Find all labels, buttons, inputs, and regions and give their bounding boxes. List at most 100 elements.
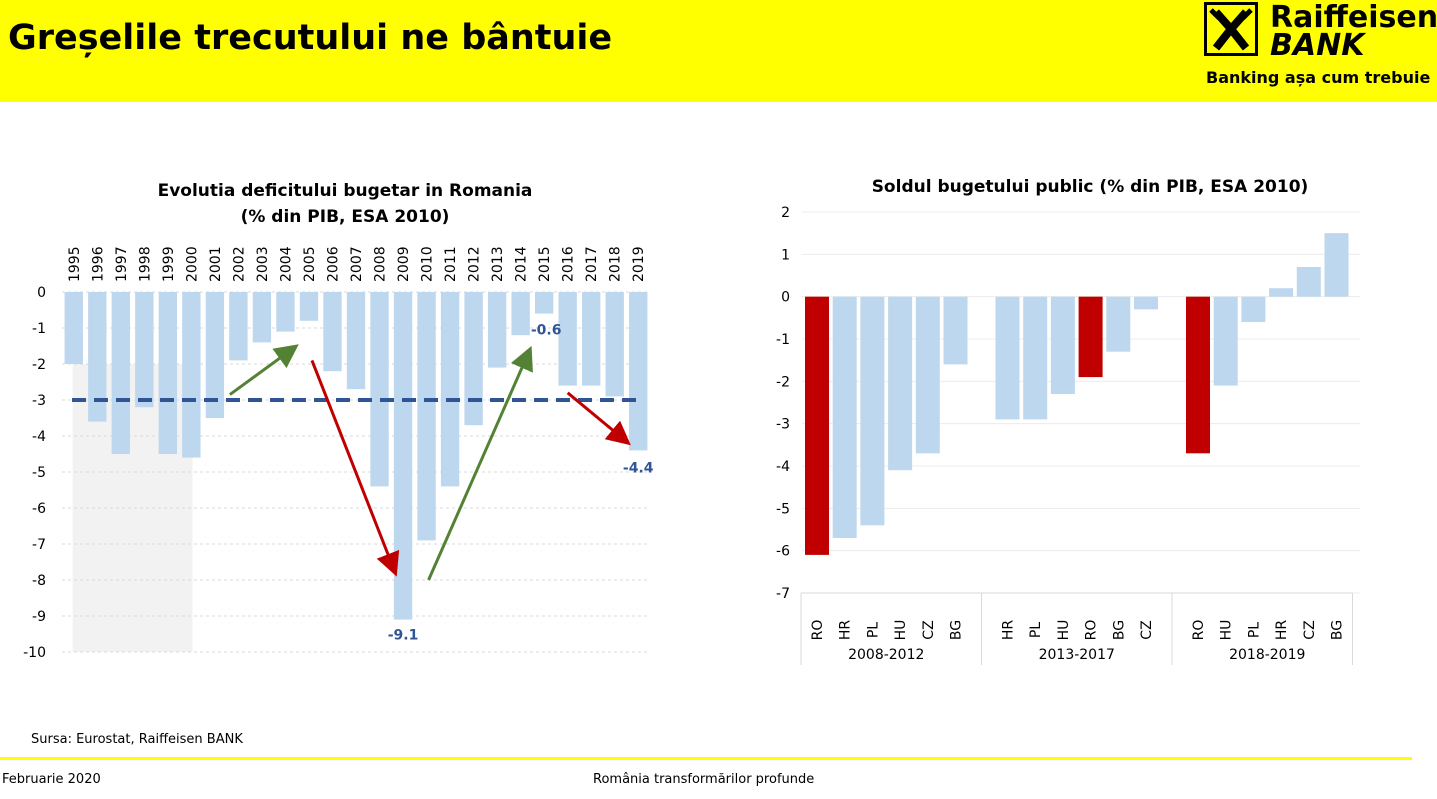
x-tick-label: 2010	[420, 246, 436, 282]
x-tick-label: HR	[838, 620, 854, 641]
bar-1998	[135, 292, 154, 408]
bar-2008-2012-BG	[943, 296, 968, 365]
chart1-subtitle: (% din PIB, ESA 2010)	[241, 207, 450, 227]
bar-2002	[229, 292, 248, 361]
bar-2019	[629, 292, 648, 451]
chart2-title: Soldul bugetului public (% din PIB, ESA …	[872, 177, 1309, 197]
bar-2008-2012-PL	[860, 296, 885, 526]
bar-2010	[417, 292, 436, 541]
y-tick-label: -9	[32, 609, 46, 625]
bar-2013-2017-HU	[1050, 296, 1075, 395]
trend-arrow-up	[427, 345, 533, 581]
y-tick-label: -2	[32, 357, 46, 373]
logo-slogan: Banking așa cum trebuie	[1206, 68, 1431, 87]
bar-2016	[558, 292, 577, 386]
x-tick-label: 2007	[349, 246, 365, 282]
x-tick-label: 2000	[184, 246, 200, 282]
x-tick-label: 2005	[302, 246, 318, 282]
y-tick-label: -1	[32, 321, 46, 337]
x-tick-label: BG	[1330, 620, 1346, 640]
y-tick-label: -3	[776, 417, 790, 433]
x-tick-label: CZ	[1139, 620, 1155, 639]
deficit-chart: Evolutia deficitului bugetar in Romania …	[23, 181, 654, 661]
x-tick-label: 2013	[490, 246, 506, 282]
x-tick-label: RO	[810, 620, 826, 641]
group-label: 2008-2012	[848, 647, 924, 663]
y-tick-label: -6	[32, 501, 46, 517]
x-tick-label: 1999	[161, 246, 177, 282]
bar-2018-2019-HU	[1213, 296, 1238, 386]
x-tick-label: BG	[949, 620, 965, 640]
bar-2013-2017-BG	[1106, 296, 1131, 352]
bar-2018-2019-PL	[1241, 296, 1266, 323]
bar-2000	[182, 292, 201, 458]
bar-1997	[111, 292, 130, 454]
x-tick-label: 2003	[255, 246, 271, 282]
x-tick-label: 2017	[584, 246, 600, 282]
x-tick-label: PL	[1246, 622, 1262, 638]
y-tick-label: -4	[32, 429, 46, 445]
trend-arrow-up	[228, 344, 299, 396]
x-tick-label: HU	[893, 620, 909, 641]
y-tick-label: -2	[776, 374, 790, 390]
bar-2018	[605, 292, 624, 397]
bar-2018-2019-RO	[1186, 296, 1210, 454]
y-tick-label: 2	[781, 205, 790, 221]
bar-2013-2017-RO	[1078, 296, 1103, 378]
y-tick-label: -7	[776, 586, 790, 602]
x-tick-label: HU	[1219, 620, 1235, 641]
bar-2018-2019-CZ	[1296, 267, 1321, 297]
bar-1995	[64, 292, 83, 364]
x-tick-label: 2001	[208, 246, 224, 282]
bar-2008-2012-RO	[805, 296, 829, 555]
bar-2014	[511, 292, 530, 336]
x-tick-label: HR	[1001, 620, 1017, 641]
x-tick-label: 2018	[608, 246, 624, 282]
bar-2017	[582, 292, 601, 386]
x-tick-label: RO	[1084, 620, 1100, 641]
y-tick-label: 1	[781, 247, 790, 263]
y-tick-label: 0	[781, 290, 790, 306]
data-label: -0.6	[531, 323, 562, 339]
y-tick-label: -10	[23, 645, 46, 661]
x-tick-label: 1995	[67, 246, 83, 282]
bar-1996	[88, 292, 107, 422]
source-note: Sursa: Eurostat, Raiffeisen BANK	[31, 732, 243, 747]
y-tick-label: -5	[32, 465, 46, 481]
y-tick-label: -6	[776, 544, 790, 560]
x-tick-label: 1996	[90, 246, 106, 282]
bar-2008-2012-HU	[888, 296, 913, 471]
bar-2018-2019-BG	[1324, 233, 1349, 297]
budget-balance-chart: Soldul bugetului public (% din PIB, ESA …	[776, 177, 1360, 665]
bar-2008-2012-HR	[832, 296, 857, 538]
x-tick-label: 2015	[537, 246, 553, 282]
bar-2018-2019-HR	[1269, 288, 1294, 297]
x-tick-label: 2009	[396, 246, 412, 282]
footer-divider	[0, 757, 1412, 760]
x-tick-label: CZ	[1302, 620, 1318, 639]
x-tick-label: 2006	[325, 246, 341, 282]
raiffeisen-logo: Raiffeisen BANK Banking așa cum trebuie	[1204, 0, 1437, 94]
footer-caption: România transformărilor profunde	[593, 772, 815, 787]
bar-2013-2017-CZ	[1134, 296, 1158, 310]
x-tick-label: 2012	[467, 246, 483, 282]
bar-2013-2017-HR	[995, 296, 1020, 420]
x-tick-label: 2008	[373, 246, 389, 282]
logo-name: Raiffeisen	[1270, 0, 1437, 35]
x-tick-label: 2014	[514, 246, 530, 282]
y-tick-label: -8	[32, 573, 46, 589]
bar-2005	[299, 292, 319, 321]
x-tick-label: 2016	[561, 246, 577, 282]
y-tick-label: -5	[776, 501, 790, 517]
header-bar: Greșelile trecutului ne bântuie Raiffeis…	[0, 0, 1437, 102]
bar-1999	[158, 292, 178, 454]
bar-2013-2017-PL	[1023, 296, 1048, 420]
raiffeisen-logo-icon	[1204, 2, 1258, 56]
y-tick-label: -4	[776, 459, 790, 475]
y-tick-label: -1	[776, 332, 790, 348]
bar-2004	[276, 292, 295, 332]
bar-2003	[252, 292, 272, 343]
x-tick-label: 2011	[443, 246, 459, 282]
bar-2006	[323, 292, 342, 372]
footer-date: Februarie 2020	[2, 772, 101, 787]
